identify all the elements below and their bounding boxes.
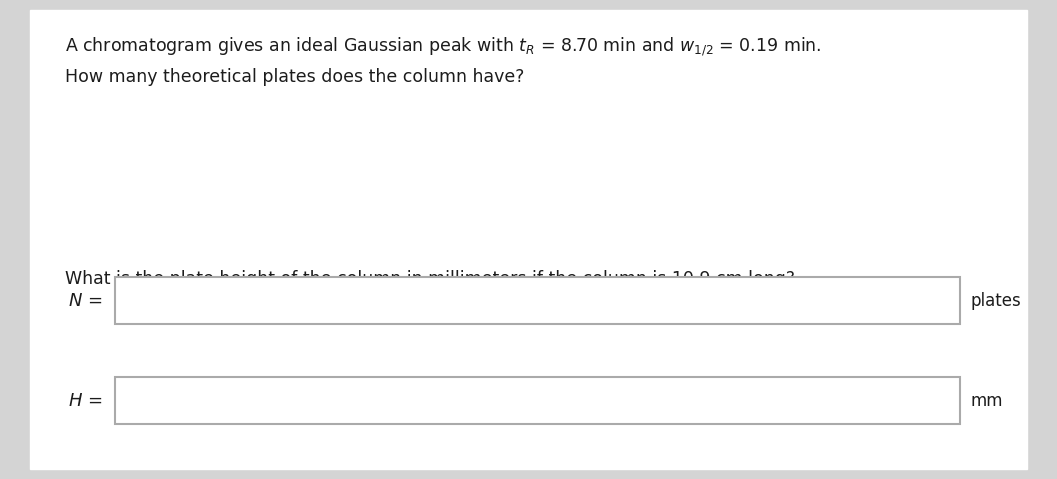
Text: $N$ =: $N$ = xyxy=(68,292,103,309)
Polygon shape xyxy=(30,10,1027,469)
Text: plates: plates xyxy=(970,292,1021,309)
Text: $H$ =: $H$ = xyxy=(68,391,103,410)
Text: What is the plate height of the column in millimeters if the column is 10.9 cm l: What is the plate height of the column i… xyxy=(64,270,795,288)
Text: A chromatogram gives an ideal Gaussian peak with $t_R$ = 8.70 min and $w_{1/2}$ : A chromatogram gives an ideal Gaussian p… xyxy=(64,35,821,57)
Text: mm: mm xyxy=(970,391,1002,410)
Polygon shape xyxy=(115,377,960,424)
Text: How many theoretical plates does the column have?: How many theoretical plates does the col… xyxy=(64,68,524,86)
Polygon shape xyxy=(115,277,960,324)
